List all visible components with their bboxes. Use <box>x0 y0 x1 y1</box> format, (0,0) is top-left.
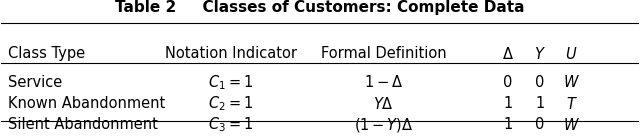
Text: $\Delta$: $\Delta$ <box>502 46 514 62</box>
Text: $1-\Delta$: $1-\Delta$ <box>364 74 403 90</box>
Text: Formal Definition: Formal Definition <box>321 46 447 61</box>
Text: 1: 1 <box>503 118 513 132</box>
Text: 0: 0 <box>503 75 513 90</box>
Text: Silent Abandonment: Silent Abandonment <box>8 118 157 132</box>
Text: $Y\Delta$: $Y\Delta$ <box>373 96 394 112</box>
Text: Class Type: Class Type <box>8 46 85 61</box>
Text: $W$: $W$ <box>563 74 580 90</box>
Text: 0: 0 <box>535 118 545 132</box>
Text: Table 2     Classes of Customers: Complete Data: Table 2 Classes of Customers: Complete D… <box>115 0 525 15</box>
Text: Notation Indicator: Notation Indicator <box>164 46 297 61</box>
Text: $Y$: $Y$ <box>534 46 546 62</box>
Text: $(1-Y)\Delta$: $(1-Y)\Delta$ <box>354 116 413 134</box>
Text: 0: 0 <box>535 75 545 90</box>
Text: $C_2=1$: $C_2=1$ <box>208 94 253 113</box>
Text: $U$: $U$ <box>566 46 578 62</box>
Text: Service: Service <box>8 75 62 90</box>
Text: $W$: $W$ <box>563 117 580 133</box>
Text: $T$: $T$ <box>566 96 578 112</box>
Text: $C_1=1$: $C_1=1$ <box>208 73 253 92</box>
Text: Known Abandonment: Known Abandonment <box>8 96 165 111</box>
Text: 1: 1 <box>503 96 513 111</box>
Text: $C_3=1$: $C_3=1$ <box>208 116 253 134</box>
Text: 1: 1 <box>535 96 545 111</box>
